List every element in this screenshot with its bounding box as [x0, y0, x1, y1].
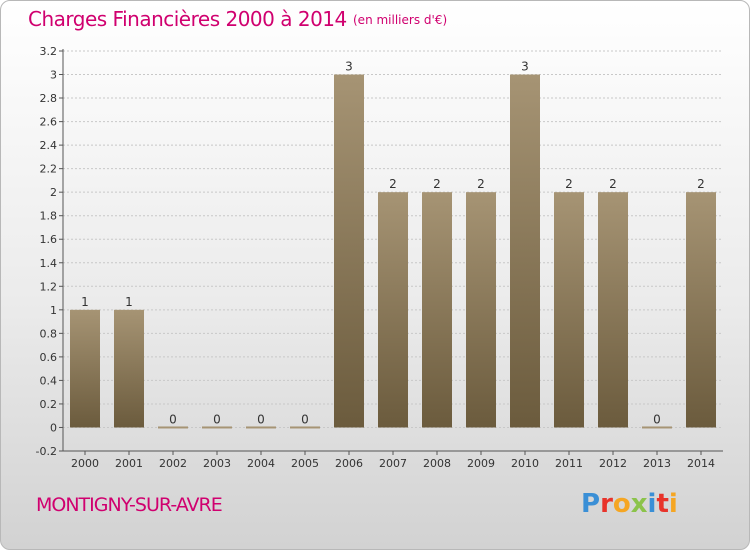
y-tick-label: 2.4: [40, 139, 58, 152]
bar: [378, 192, 408, 428]
y-tick-label: 3.2: [40, 45, 58, 58]
bar: [70, 309, 100, 428]
data-label: 2: [389, 177, 397, 191]
logo-letter: x: [630, 489, 648, 519]
chart-unit: (en milliers d'€): [353, 13, 448, 27]
data-label: 0: [257, 412, 265, 426]
data-label: 0: [301, 412, 309, 426]
y-tick-label: 2: [50, 186, 57, 199]
y-tick-label: 1: [50, 304, 57, 317]
bar: [598, 192, 628, 428]
y-tick-label: -0.2: [36, 445, 57, 458]
data-label: 1: [125, 295, 133, 309]
data-label: 2: [609, 177, 617, 191]
x-tick-label: 2002: [159, 457, 187, 470]
proxiti-logo[interactable]: Proxiti: [581, 489, 678, 519]
y-tick-label: 0.6: [40, 351, 58, 364]
x-tick-label: 2014: [687, 457, 715, 470]
x-tick-label: 2009: [467, 457, 495, 470]
data-label: 1: [81, 295, 89, 309]
logo-letter: i: [668, 489, 678, 519]
data-label: 2: [565, 177, 573, 191]
chart-title: Charges Financières 2000 à 2014: [28, 7, 347, 31]
x-tick-label: 2003: [203, 457, 231, 470]
logo-letter: P: [581, 489, 601, 519]
logo-letter: r: [600, 489, 613, 519]
data-label: 0: [213, 412, 221, 426]
bar: [114, 309, 144, 428]
bar: [422, 192, 452, 428]
logo-letter: i: [647, 489, 657, 519]
bar: [466, 192, 496, 428]
bar: [334, 74, 364, 428]
data-label: 0: [653, 412, 661, 426]
logo-letter: t: [656, 489, 669, 519]
bar: [158, 426, 188, 429]
data-label: 0: [169, 412, 177, 426]
data-label: 2: [477, 177, 485, 191]
x-tick-label: 2011: [555, 457, 583, 470]
y-tick-label: 1.4: [40, 257, 58, 270]
y-tick-label: 0.8: [40, 327, 58, 340]
x-tick-label: 2001: [115, 457, 143, 470]
data-label: 2: [697, 177, 705, 191]
x-tick-label: 2000: [71, 457, 99, 470]
data-label: 2: [433, 177, 441, 191]
y-tick-label: 1.6: [40, 233, 58, 246]
x-tick-label: 2005: [291, 457, 319, 470]
x-tick-label: 2006: [335, 457, 363, 470]
y-tick-label: 0.4: [40, 374, 58, 387]
place-name: MONTIGNY-SUR-AVRE: [36, 494, 223, 516]
x-tick-label: 2012: [599, 457, 627, 470]
data-label: 3: [345, 60, 353, 74]
x-tick-label: 2013: [643, 457, 671, 470]
y-tick-label: 1.8: [40, 210, 58, 223]
bar: [202, 426, 232, 429]
bar: [642, 426, 672, 429]
x-tick-label: 2004: [247, 457, 275, 470]
bar: [510, 74, 540, 428]
logo-letter: o: [612, 489, 631, 519]
data-label: 3: [521, 60, 529, 74]
y-tick-label: 0: [50, 421, 57, 434]
y-tick-label: 3: [50, 69, 57, 82]
y-tick-label: 2.8: [40, 92, 58, 105]
y-tick-label: 0.2: [40, 398, 58, 411]
bar: [686, 192, 716, 428]
x-tick-label: 2010: [511, 457, 539, 470]
bar: [246, 426, 276, 429]
y-tick-label: 2.2: [40, 163, 58, 176]
x-tick-label: 2007: [379, 457, 407, 470]
y-tick-label: 1.2: [40, 280, 58, 293]
bar: [290, 426, 320, 429]
y-tick-label: 2.6: [40, 116, 58, 129]
bar: [554, 192, 584, 428]
x-tick-label: 2008: [423, 457, 451, 470]
